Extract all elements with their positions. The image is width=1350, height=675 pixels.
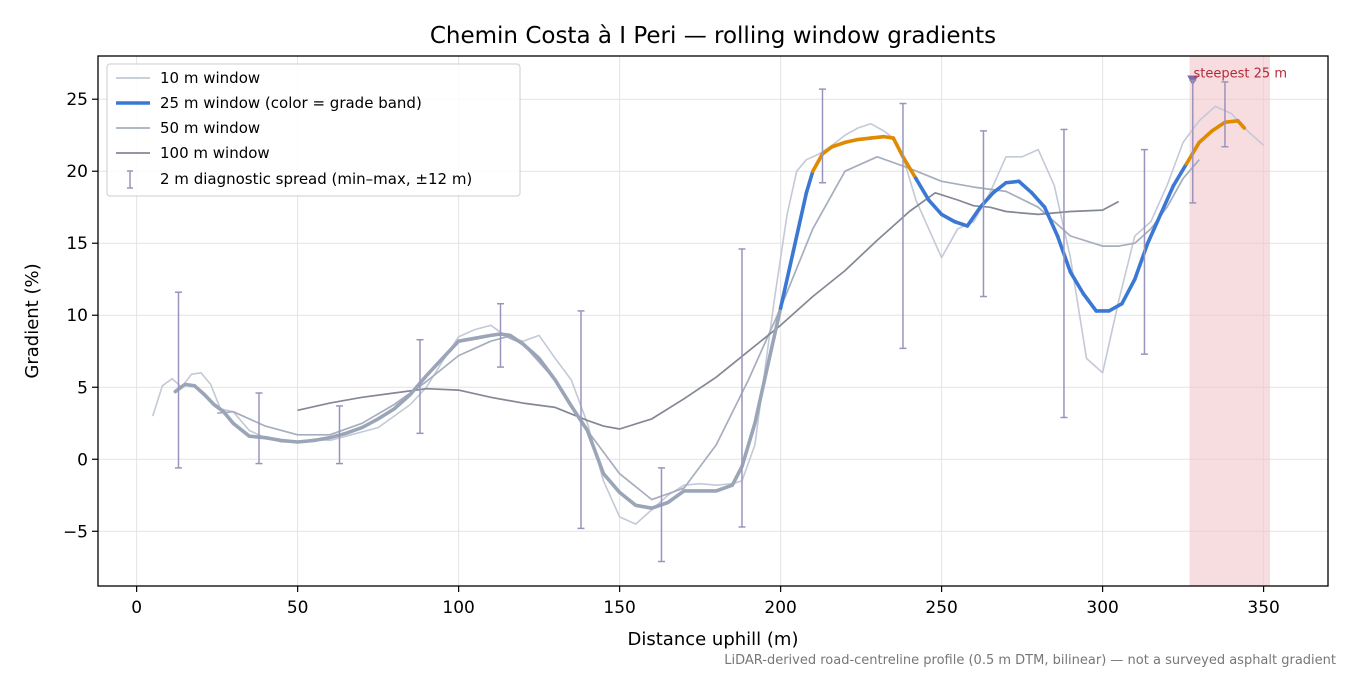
series-25m-segment [926, 198, 944, 217]
series-25m-segment [778, 248, 796, 310]
series-25m-segment [939, 212, 957, 224]
y-axis: −5 0 5 10 15 20 25 [63, 90, 98, 542]
error-bars [174, 79, 1229, 563]
series-25m-segment [991, 180, 1008, 195]
series-25m-segment [843, 137, 860, 145]
footnote: LiDAR-derived road-centreline profile (0… [724, 653, 1336, 668]
x-tick-label: 250 [925, 598, 957, 618]
series-25m-segment [1017, 179, 1034, 195]
legend-swatch-errbar [127, 170, 133, 189]
series-25m-segment [791, 191, 809, 253]
series-25m-segment [1133, 241, 1150, 282]
series-50m-line [217, 155, 1200, 501]
series-25m-segment [1042, 205, 1060, 238]
series-25m-segment [811, 152, 825, 174]
series-25m-segment [1158, 183, 1176, 217]
series-25m-segment [901, 155, 918, 181]
y-tick-label: −5 [63, 522, 88, 542]
series-25m-segment [1171, 162, 1189, 188]
legend-label-100m: 100 m window [160, 144, 270, 162]
series-25m-segment [1197, 129, 1214, 145]
series-25m-segment [1081, 291, 1098, 313]
x-axis: 0 50 100 150 200 250 300 350 [131, 586, 1280, 618]
y-tick-label: 25 [66, 90, 88, 110]
x-tick-label: 200 [764, 598, 796, 618]
x-axis-label: Distance uphill (m) [628, 629, 799, 650]
x-tick-label: 100 [442, 598, 474, 618]
chart-title: Chemin Costa à I Peri — rolling window g… [430, 23, 996, 49]
series-25m-segment [965, 205, 983, 228]
series-25m-segment [1236, 119, 1247, 130]
series-25m-segment [820, 144, 834, 156]
legend-label-10m: 10 m window [160, 69, 260, 87]
series-25m-segment [1120, 277, 1137, 306]
x-tick-label: 300 [1086, 598, 1118, 618]
steepest-label: steepest 25 m [1194, 67, 1287, 82]
series-25m-segment [804, 169, 815, 195]
legend-label-25m: 25 m window (color = grade band) [160, 94, 422, 112]
series-25m-segment [1210, 120, 1227, 133]
x-tick-label: 150 [603, 598, 635, 618]
series-25m-segment [952, 219, 970, 228]
x-tick-label: 50 [287, 598, 309, 618]
series-25m-segment [1145, 212, 1163, 246]
series-25m-segment [978, 191, 995, 210]
plot-frame [97, 55, 1329, 587]
series-25m-segment [1004, 179, 1021, 185]
y-axis-label: Gradient (%) [22, 263, 43, 378]
series-25m-segment [830, 140, 847, 149]
series-100m-line [297, 191, 1120, 430]
series-layer [151, 105, 1265, 525]
legend: 10 m window 25 m window (color = grade b… [106, 63, 521, 197]
y-tick-label: 0 [77, 450, 88, 470]
series-25m-segment [914, 176, 931, 202]
steepest-highlight: steepest 25 m [1187, 56, 1287, 586]
legend-label-50m: 50 m window [160, 119, 260, 137]
y-tick-label: 5 [77, 378, 88, 398]
x-tick-label: 0 [131, 598, 142, 618]
y-tick-label: 20 [66, 162, 88, 182]
series-25m-segment [1107, 301, 1124, 313]
series-25m-segment [868, 134, 886, 140]
series-25m-segment [891, 136, 905, 159]
series-25m-segment [1068, 270, 1086, 296]
legend-label-errbar: 2 m diagnostic spread (min–max, ±12 m) [160, 170, 472, 188]
series-25m-segment [856, 136, 873, 142]
series-25m-segment [1029, 191, 1047, 210]
y-tick-label: 15 [66, 234, 88, 254]
y-tick-label: 10 [66, 306, 88, 326]
steepest-band [1189, 56, 1271, 586]
series-25m-segment [1223, 119, 1240, 125]
legend-box [106, 63, 521, 197]
series-25m-line-base [173, 306, 783, 510]
x-tick-label: 350 [1247, 598, 1279, 618]
